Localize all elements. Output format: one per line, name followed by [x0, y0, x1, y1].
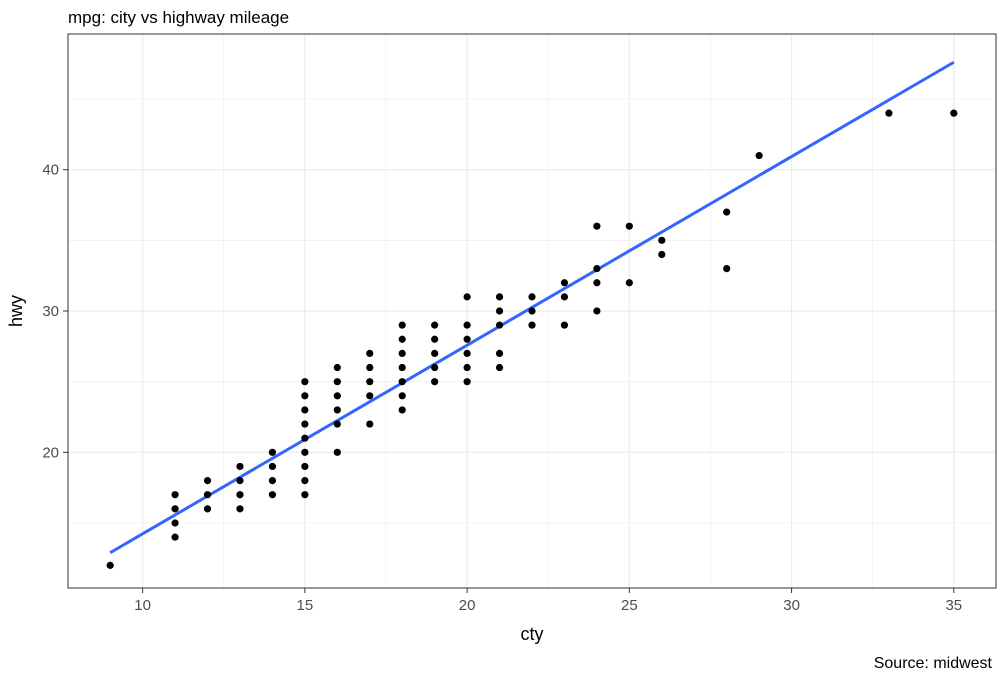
data-point	[431, 349, 439, 357]
data-point	[625, 279, 633, 287]
data-point	[593, 307, 601, 315]
data-point	[528, 293, 536, 301]
data-point	[463, 335, 471, 343]
data-point	[366, 378, 374, 386]
chart-caption: Source: midwest	[874, 655, 993, 672]
data-point	[431, 335, 439, 343]
data-point	[495, 349, 504, 357]
data-point	[171, 505, 179, 513]
data-point	[106, 561, 114, 569]
data-point	[301, 434, 309, 442]
x-tick-label: 25	[621, 597, 638, 614]
data-point	[333, 420, 341, 428]
data-point	[333, 378, 341, 386]
data-point	[203, 476, 212, 485]
data-point	[755, 151, 763, 160]
data-point	[398, 378, 406, 386]
data-point	[268, 462, 277, 471]
data-point	[301, 378, 309, 386]
data-point	[301, 392, 309, 400]
data-point	[268, 448, 277, 456]
data-point	[723, 265, 731, 273]
data-point	[268, 491, 277, 499]
data-point	[658, 250, 666, 259]
data-point	[301, 420, 309, 428]
y-tick-label: 30	[42, 303, 59, 320]
data-point	[495, 363, 504, 372]
data-point	[431, 321, 439, 329]
data-point	[236, 462, 244, 471]
data-point	[398, 363, 406, 372]
data-point	[495, 293, 504, 301]
data-point	[236, 505, 244, 513]
data-point	[463, 363, 471, 372]
data-point	[171, 533, 179, 541]
y-tick-label: 40	[42, 162, 59, 179]
data-point	[398, 349, 406, 357]
y-tick-label: 20	[42, 444, 59, 461]
data-point	[463, 321, 471, 329]
data-point	[203, 491, 212, 499]
data-point	[333, 448, 341, 456]
data-point	[236, 491, 244, 499]
data-point	[593, 222, 601, 230]
data-point	[301, 491, 309, 499]
data-point	[528, 321, 536, 329]
data-point	[398, 406, 406, 414]
data-point	[171, 519, 179, 527]
x-axis-label: cty	[520, 624, 543, 644]
data-point	[885, 109, 893, 117]
data-point	[528, 307, 536, 315]
data-point	[593, 265, 601, 273]
data-point	[366, 349, 374, 357]
data-point	[950, 109, 958, 117]
data-point	[560, 321, 569, 329]
data-point	[301, 462, 309, 471]
data-point	[301, 476, 309, 485]
data-point	[366, 392, 374, 400]
data-point	[463, 293, 471, 301]
data-point	[495, 307, 504, 315]
data-point	[398, 335, 406, 343]
y-axis-label: hwy	[6, 295, 26, 327]
data-point	[398, 392, 406, 400]
data-point	[560, 279, 569, 287]
x-tick-label: 35	[945, 597, 962, 614]
data-point	[236, 476, 244, 485]
data-point	[723, 208, 731, 216]
data-point	[333, 363, 341, 372]
data-point	[171, 491, 179, 499]
data-point	[398, 321, 406, 329]
data-point	[463, 349, 471, 357]
data-point	[560, 293, 569, 301]
x-tick-label: 15	[297, 597, 314, 614]
data-point	[333, 392, 341, 400]
data-point	[268, 476, 277, 485]
data-point	[366, 363, 374, 372]
data-point	[463, 378, 471, 386]
data-point	[333, 406, 341, 414]
data-point	[301, 406, 309, 414]
x-axis-ticks: 10 15 20 25 30 35	[134, 588, 962, 614]
chart-title: mpg: city vs highway mileage	[68, 8, 289, 27]
data-point	[431, 363, 439, 372]
x-tick-label: 30	[783, 597, 800, 614]
data-point	[203, 505, 212, 513]
data-point	[495, 321, 504, 329]
data-point	[366, 420, 374, 428]
x-tick-label: 20	[459, 597, 476, 614]
data-point	[301, 448, 309, 456]
x-tick-label: 10	[134, 597, 151, 614]
data-point	[658, 236, 666, 244]
data-points	[106, 109, 958, 569]
data-point	[593, 279, 601, 287]
data-point	[625, 222, 633, 230]
data-point	[431, 378, 439, 386]
y-axis-ticks: 20 30 40	[42, 162, 68, 461]
